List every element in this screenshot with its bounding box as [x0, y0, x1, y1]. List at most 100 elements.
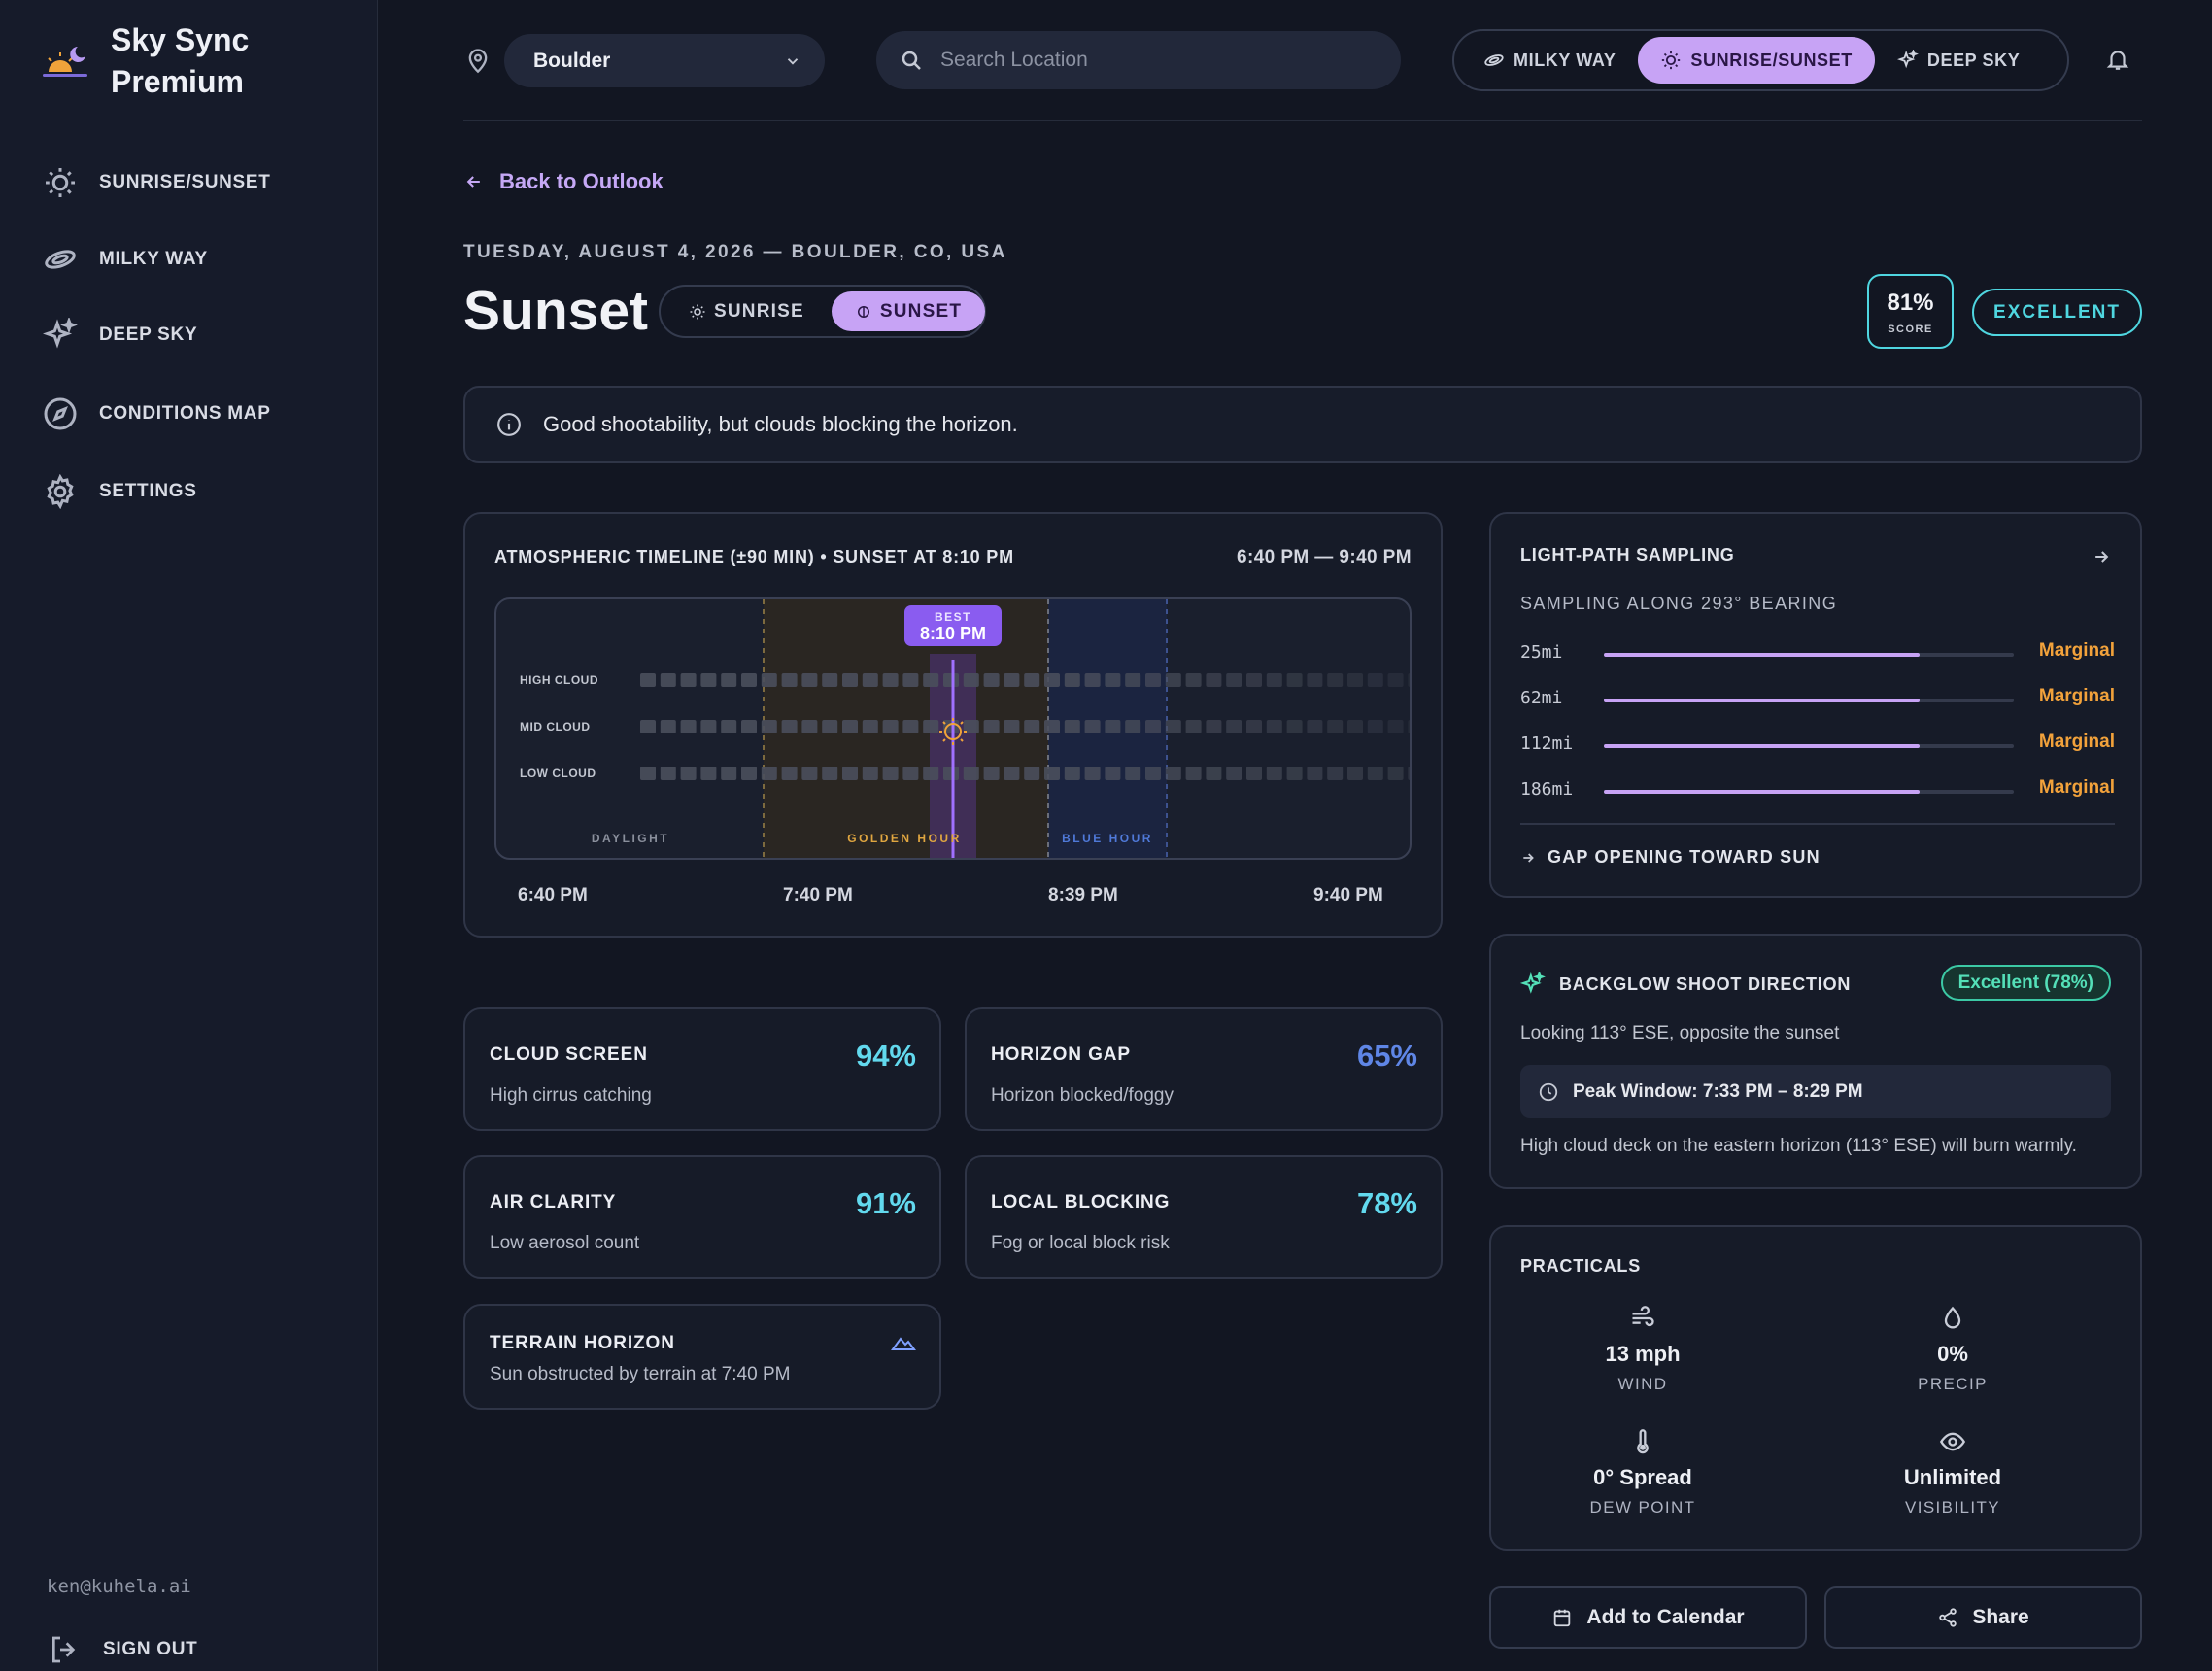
sparkles-icon	[1520, 972, 1546, 994]
sample-distance: 62mi	[1520, 688, 1563, 708]
gear-icon	[47, 474, 74, 509]
cloud-cell	[1024, 720, 1040, 733]
cloud-cell	[640, 720, 656, 733]
terrain-desc: Sun obstructed by terrain at 7:40 PM	[490, 1364, 791, 1384]
cloud-cell	[1226, 767, 1242, 780]
cloud-cell	[902, 767, 919, 780]
metric-value: 78%	[1356, 1186, 1417, 1220]
zone-label-golden-hour: GOLDEN HOUR	[847, 832, 962, 845]
sidebar-item-conditions-map[interactable]: CONDITIONS MAP	[43, 396, 271, 431]
back-label: Back to Outlook	[499, 169, 664, 193]
cloud-cell	[902, 673, 919, 687]
score-badge: 81% SCORE	[1867, 274, 1954, 349]
share-icon	[1939, 1608, 1957, 1627]
tab-milky-way[interactable]: MILKY WAY	[1460, 37, 1638, 84]
cloud-cell	[842, 767, 858, 780]
cloud-cell	[1226, 673, 1242, 687]
rating-badge: EXCELLENT	[1972, 289, 2142, 336]
score-value: 81%	[1887, 290, 1934, 316]
cloud-cell	[1185, 673, 1202, 687]
cloud-cell	[1387, 767, 1404, 780]
cloud-cell	[1367, 673, 1383, 687]
cloud-cell	[660, 720, 676, 733]
location-select[interactable]: Boulder	[504, 34, 825, 87]
practicals-title: PRACTICALS	[1520, 1256, 1641, 1276]
sample-fill	[1604, 744, 1920, 748]
sun-icon	[1662, 51, 1681, 70]
tab-label: MILKY WAY	[1514, 50, 1616, 70]
cloud-cell	[983, 673, 1000, 687]
cloud-cell	[1125, 720, 1141, 733]
sidebar-item-deep-sky[interactable]: DEEP SKY	[43, 318, 197, 353]
gap-opening-link[interactable]: GAP OPENING TOWARD SUN	[1520, 847, 1821, 868]
toggle-sunset[interactable]: SUNSET	[831, 291, 986, 331]
sample-track	[1604, 653, 2014, 657]
cloud-cell	[943, 767, 959, 780]
cloud-cell	[1266, 767, 1282, 780]
cloud-cell	[1266, 673, 1282, 687]
bell-icon[interactable]	[2105, 45, 2130, 74]
calendar-icon	[1554, 1609, 1571, 1627]
cloud-cell	[721, 673, 737, 687]
mountain-icon	[891, 1337, 916, 1350]
share-button[interactable]: Share	[1824, 1586, 2142, 1649]
score-label: SCORE	[1888, 324, 1933, 335]
add-to-calendar-button[interactable]: Add to Calendar	[1489, 1586, 1807, 1649]
practical-precip: 0% PRECIP	[1846, 1305, 2059, 1394]
metric-desc: Low aerosol count	[490, 1233, 640, 1253]
cloud-cell	[1307, 673, 1323, 687]
metric-desc: High cirrus catching	[490, 1085, 652, 1106]
timeline-range: 6:40 PM — 9:40 PM	[1237, 547, 1412, 567]
sidebar-item-settings[interactable]: SETTINGS	[43, 474, 197, 509]
zone-label-daylight: DAYLIGHT	[592, 832, 669, 845]
mode-tabs: MILKY WAY SUNRISE/SUNSET DEEP SKY	[1452, 29, 2069, 91]
practical-visibility: Unlimited VISIBILITY	[1846, 1428, 2059, 1518]
sunrise-sunset-toggle: SUNRISE SUNSET	[659, 285, 986, 338]
cloud-cell	[1064, 767, 1080, 780]
practicals-card: PRACTICALS 13 mph WIND 0% PRECIP 0° Spre…	[1489, 1225, 2142, 1551]
page-title: Sunset	[463, 280, 649, 342]
tab-deep-sky[interactable]: DEEP SKY	[1875, 37, 2043, 84]
practical-label: DEW POINT	[1589, 1498, 1696, 1517]
sign-out-button[interactable]: SIGN OUT	[49, 1634, 197, 1665]
lightpath-subtitle: SAMPLING ALONG 293° BEARING	[1520, 594, 1838, 613]
backglow-title: BACKGLOW SHOOT DIRECTION	[1559, 973, 1852, 994]
toggle-sunrise[interactable]: SUNRISE	[665, 291, 828, 331]
cloud-cell	[761, 767, 777, 780]
cloud-cell	[801, 673, 818, 687]
search-input[interactable]: Search Location	[876, 31, 1401, 89]
cloud-cell	[842, 720, 858, 733]
cloud-cell	[923, 720, 939, 733]
backglow-subtitle: Looking 113° ESE, opposite the sunset	[1520, 1023, 1840, 1043]
cloud-cell	[660, 767, 676, 780]
sun-marker-icon	[939, 718, 967, 745]
wind-icon	[1632, 1306, 1654, 1327]
practical-dew-point: 0° Spread DEW POINT	[1536, 1428, 1750, 1518]
lightpath-sample-row: 62mi Marginal	[1520, 684, 2115, 713]
arrow-right-icon[interactable]	[2092, 547, 2111, 566]
sidebar-item-milky-way[interactable]: MILKY WAY	[43, 242, 208, 277]
cloud-cell	[1125, 673, 1141, 687]
cloud-cell	[741, 767, 757, 780]
row-label-mid-cloud: MID CLOUD	[520, 720, 591, 733]
cloud-cell	[822, 767, 838, 780]
practical-label: WIND	[1617, 1375, 1668, 1393]
tab-sunrise-sunset[interactable]: SUNRISE/SUNSET	[1638, 37, 1875, 84]
cloud-cell	[1004, 673, 1020, 687]
cloud-cell	[721, 720, 737, 733]
cloud-cell	[963, 767, 979, 780]
tab-label: SUNRISE/SUNSET	[1690, 50, 1853, 70]
atmospheric-timeline-card: ATMOSPHERIC TIMELINE (±90 MIN) • SUNSET …	[463, 512, 1443, 938]
sample-distance: 112mi	[1520, 733, 1574, 754]
brand[interactable]: Sky Sync Premium	[41, 19, 286, 103]
calendar-label: Add to Calendar	[1586, 1606, 1745, 1628]
cloud-cell	[640, 673, 656, 687]
cloud-cell	[1024, 767, 1040, 780]
alert-text: Good shootability, but clouds blocking t…	[543, 412, 1018, 436]
metric-card-horizon-gap: HORIZON GAP 65% Horizon blocked/foggy	[965, 1007, 1443, 1131]
sidebar-item-sunrise-sunset[interactable]: SUNRISE/SUNSET	[43, 165, 271, 200]
back-to-outlook-link[interactable]: Back to Outlook	[464, 169, 664, 194]
cloud-cell	[1165, 720, 1181, 733]
cloud-cell	[1327, 720, 1344, 733]
cloud-cell	[1307, 767, 1323, 780]
